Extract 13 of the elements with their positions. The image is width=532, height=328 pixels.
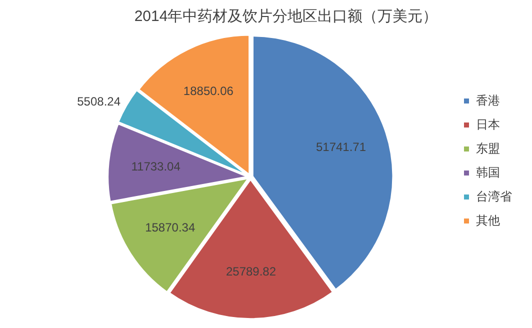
data-label: 15870.34: [145, 220, 196, 234]
legend-label: 其他: [476, 213, 500, 228]
data-label: 11733.04: [131, 159, 181, 174]
legend-label: 日本: [476, 117, 500, 132]
legend-label: 东盟: [476, 141, 500, 156]
data-label: 51741.71: [316, 140, 366, 154]
data-label: 18850.06: [183, 84, 234, 98]
data-label: 5508.24: [77, 94, 121, 108]
data-label: 25789.82: [226, 264, 276, 279]
chart-title: 2014年中药材及饮片分地区出口额（万美元）: [134, 8, 438, 26]
legend-label: 韩国: [476, 165, 500, 180]
legend-label: 香港: [476, 93, 500, 108]
legend-label: 台湾省: [476, 189, 512, 204]
